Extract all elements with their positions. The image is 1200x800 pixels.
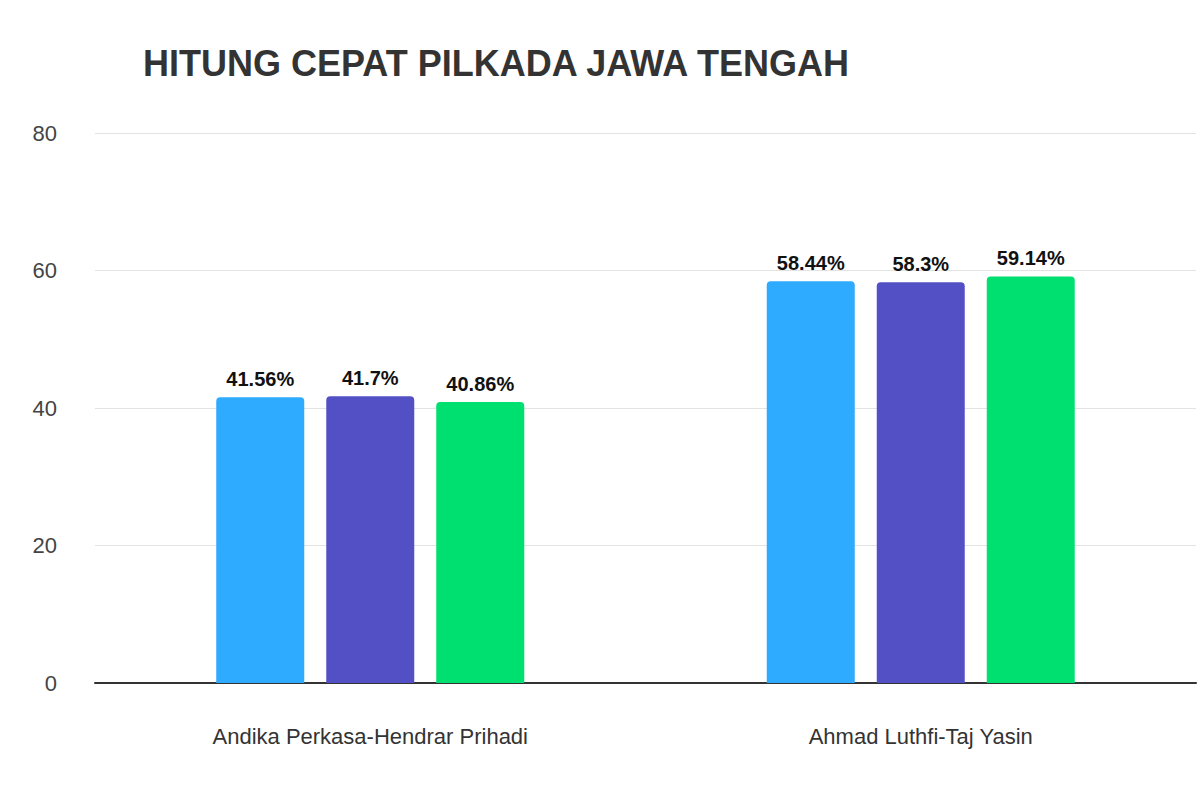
svg-text:40: 40 (33, 396, 57, 421)
svg-text:41.7%: 41.7% (342, 367, 399, 389)
svg-text:0: 0 (45, 671, 57, 696)
svg-text:Andika Perkasa-Hendrar Prihadi: Andika Perkasa-Hendrar Prihadi (213, 724, 529, 749)
svg-text:41.56%: 41.56% (226, 368, 294, 390)
svg-text:Ahmad Luthfi-Taj Yasin: Ahmad Luthfi-Taj Yasin (809, 724, 1033, 749)
svg-text:80: 80 (33, 121, 57, 146)
svg-text:59.14%: 59.14% (997, 247, 1065, 269)
svg-text:58.44%: 58.44% (777, 252, 845, 274)
svg-text:60: 60 (33, 258, 57, 283)
svg-text:40.86%: 40.86% (446, 373, 514, 395)
svg-text:HITUNG CEPAT PILKADA JAWA TENG: HITUNG CEPAT PILKADA JAWA TENGAH (143, 43, 849, 84)
svg-text:58.3%: 58.3% (892, 253, 949, 275)
svg-text:20: 20 (33, 533, 57, 558)
